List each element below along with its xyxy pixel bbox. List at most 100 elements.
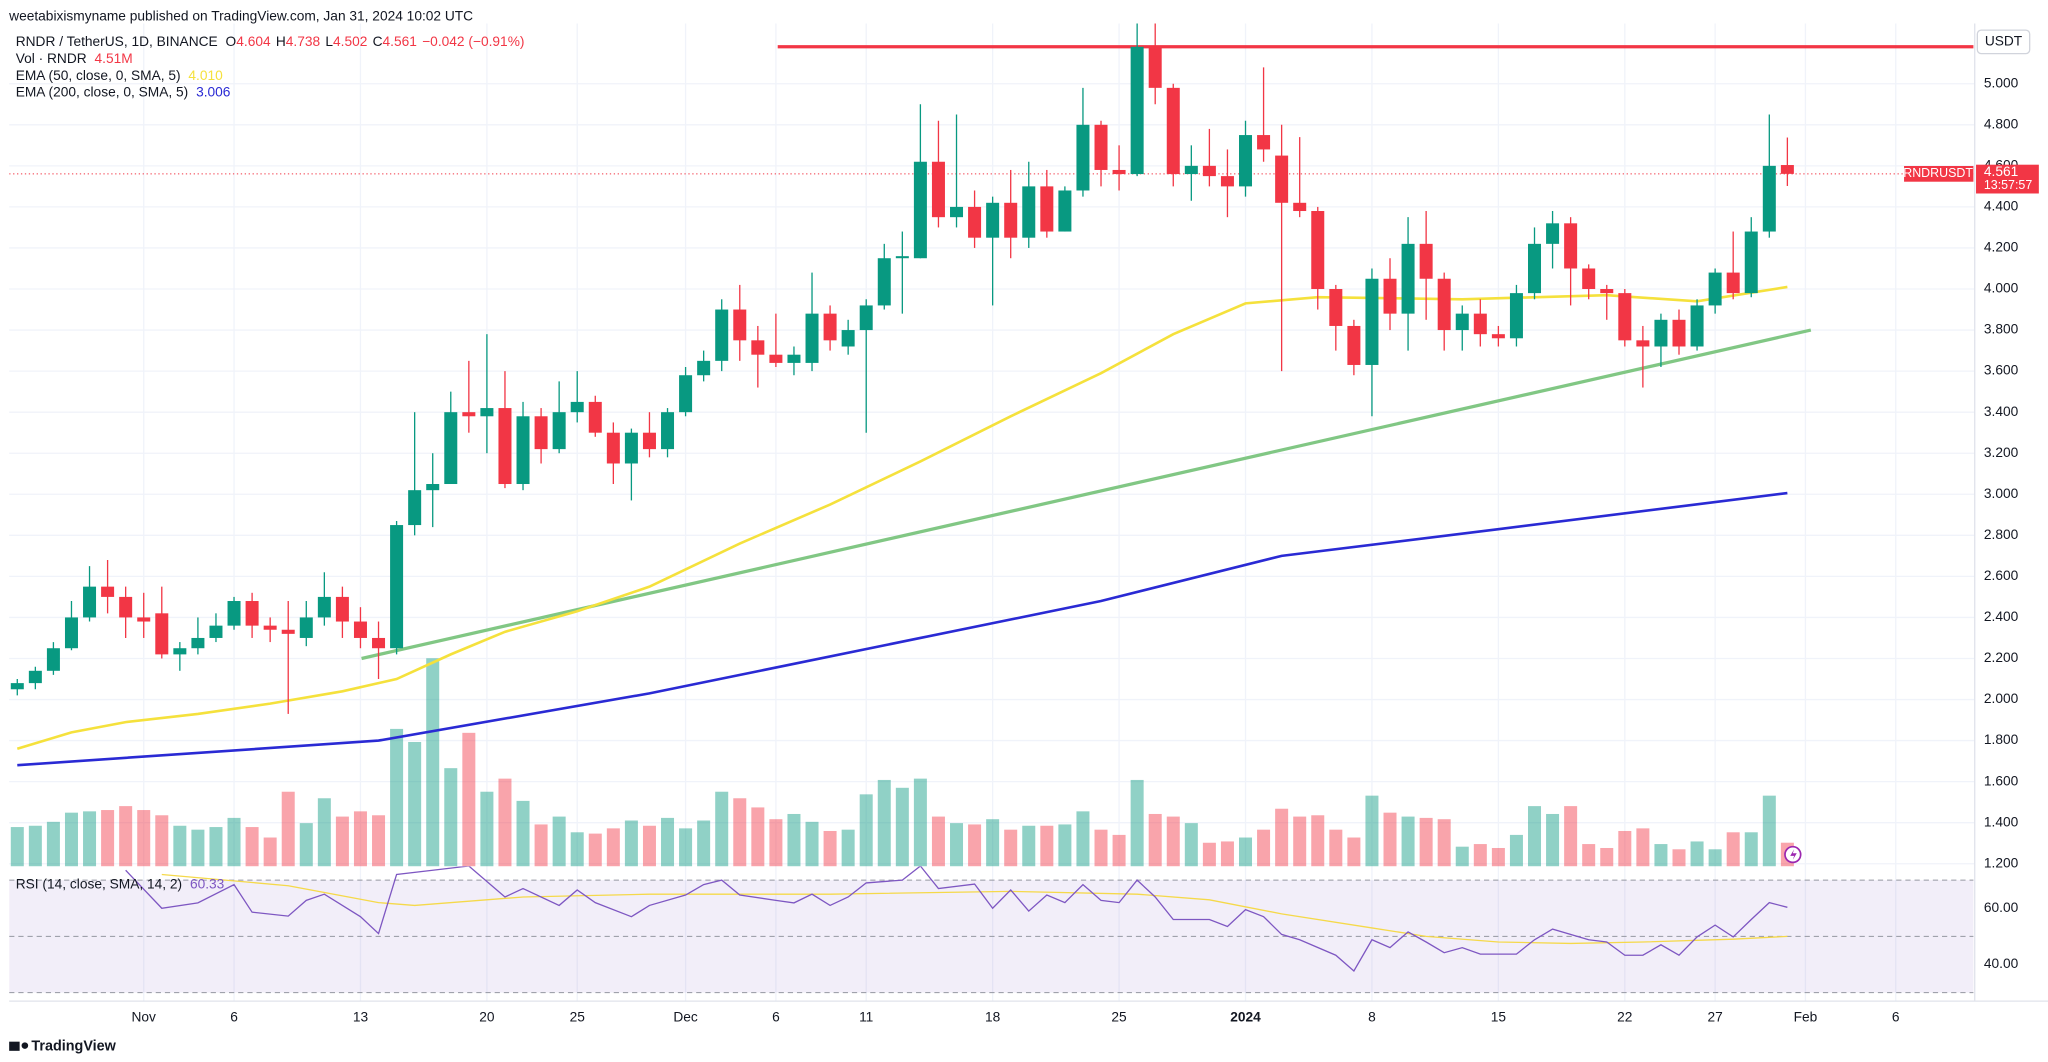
- volume-bar: [823, 830, 837, 867]
- volume-bar: [1094, 829, 1108, 867]
- rsi-tick-label: 60.00: [1984, 900, 2019, 915]
- candle-body: [1004, 202, 1018, 238]
- x-tick-label: 22: [1617, 1010, 1632, 1025]
- candle-body: [913, 161, 927, 259]
- candle-body: [1076, 124, 1090, 191]
- candle-body: [679, 375, 693, 413]
- volume-bar: [245, 827, 259, 867]
- volume-bar: [950, 823, 964, 867]
- candle-body: [841, 330, 855, 347]
- ohlc-value: 4.604: [236, 34, 271, 49]
- legend-line: Vol · RNDR 4.51M: [16, 51, 133, 66]
- volume-value: 4.51M: [95, 51, 133, 66]
- alert-icon[interactable]: [1784, 845, 1802, 864]
- volume-bar: [317, 798, 331, 867]
- volume-bar: [552, 816, 566, 867]
- x-tick-label: 15: [1491, 1010, 1507, 1025]
- candle-body: [1708, 272, 1722, 306]
- volume-bar: [895, 787, 909, 867]
- candle-body: [83, 586, 97, 618]
- x-tick-label: Dec: [673, 1010, 698, 1025]
- volume-bar: [1491, 847, 1505, 867]
- candle-body: [1672, 319, 1686, 347]
- volume-bar: [191, 829, 205, 867]
- candle-body: [588, 401, 602, 433]
- volume-bar: [1473, 844, 1487, 867]
- candle-body: [895, 256, 909, 259]
- volume-bar: [588, 833, 602, 867]
- volume-bar: [209, 827, 223, 867]
- ema-legend: EMA (50, close, 0, SMA, 5): [16, 68, 181, 83]
- candle-body: [1022, 186, 1036, 238]
- legend-title: RNDR / TetherUS, 1D, BINANCE: [16, 34, 218, 49]
- countdown-label: 13:57:57: [1984, 178, 2032, 192]
- y-tick-label: 3.800: [1984, 322, 2019, 337]
- legend-line: RNDR / TetherUS, 1D, BINANCE O4.604 H4.738…: [16, 34, 525, 49]
- x-tick-label: 8: [1368, 1010, 1376, 1025]
- candle-body: [209, 625, 223, 638]
- legend-line: RSI (14, close, SMA, 14, 2) 60.33: [16, 876, 225, 891]
- candle-body: [480, 408, 494, 417]
- candle-body: [1762, 165, 1776, 232]
- volume-bar: [1455, 846, 1469, 867]
- candle-body: [1654, 319, 1668, 347]
- volume-bar: [1329, 829, 1343, 867]
- volume-bar: [516, 800, 530, 867]
- volume-bar: [64, 812, 78, 867]
- unit-label: USDT: [1985, 34, 2023, 49]
- candle-body: [1473, 313, 1487, 335]
- volume-bar: [1311, 815, 1325, 867]
- volume-bar: [155, 815, 169, 867]
- candle-body: [1347, 325, 1361, 365]
- volume-bar: [877, 779, 891, 867]
- candle-body: [408, 490, 422, 526]
- volume-bar: [1166, 816, 1180, 867]
- candle-body: [1293, 202, 1307, 212]
- volume-bar: [444, 768, 458, 867]
- candle-body: [245, 601, 259, 626]
- candle-body: [661, 412, 675, 450]
- candle-body: [986, 202, 1000, 238]
- volume-bar: [1437, 819, 1451, 867]
- rsi-ma-line: [161, 873, 1788, 945]
- brand-logo: [9, 1041, 29, 1051]
- candle-body: [462, 412, 476, 417]
- y-tick-label: 5.000: [1984, 75, 2019, 90]
- ema-legend: EMA (200, close, 0, SMA, 5): [16, 84, 189, 99]
- x-tick-label: 2024: [1230, 1010, 1261, 1025]
- volume-bar: [1239, 837, 1253, 867]
- candle-body: [1329, 289, 1343, 326]
- candle-body: [155, 613, 169, 655]
- volume-bar: [1546, 813, 1560, 867]
- volume-bar: [1672, 849, 1686, 867]
- volume-bar: [1112, 834, 1126, 867]
- x-tick-label: 27: [1707, 1010, 1722, 1025]
- change-value: −0.042 (−0.91%): [422, 34, 524, 49]
- candle-body: [1401, 243, 1415, 314]
- candle-body: [1528, 243, 1542, 294]
- volume-bar: [1564, 806, 1578, 867]
- y-tick-label: 2.800: [1984, 527, 2019, 542]
- volume-legend: Vol · RNDR: [16, 51, 87, 66]
- ohlc-value: 4.738: [286, 34, 321, 49]
- x-tick-label: 11: [859, 1010, 873, 1025]
- volume-bar: [733, 798, 747, 867]
- volume-bar: [1582, 844, 1596, 867]
- candle-body: [1455, 313, 1469, 331]
- candle-body: [335, 596, 349, 622]
- candle-body: [859, 305, 873, 331]
- candle-body: [1780, 165, 1794, 174]
- y-tick-label: 2.000: [1984, 691, 2019, 706]
- candle-body: [1600, 289, 1614, 294]
- volume-bar: [570, 832, 584, 867]
- candle-body: [769, 354, 783, 363]
- volume-bar: [10, 827, 24, 867]
- unit-button[interactable]: [1976, 29, 2031, 55]
- candle-body: [1202, 165, 1216, 177]
- volume-bar: [1275, 808, 1289, 867]
- volume-bar: [1022, 825, 1036, 867]
- candle-body: [1437, 278, 1451, 331]
- candle-body: [1184, 165, 1198, 175]
